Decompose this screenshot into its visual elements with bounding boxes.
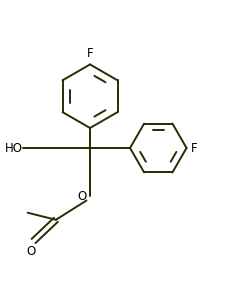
Text: O: O — [27, 245, 36, 258]
Text: HO: HO — [5, 141, 23, 155]
Text: O: O — [77, 190, 87, 203]
Text: F: F — [87, 47, 93, 60]
Text: F: F — [191, 141, 197, 155]
